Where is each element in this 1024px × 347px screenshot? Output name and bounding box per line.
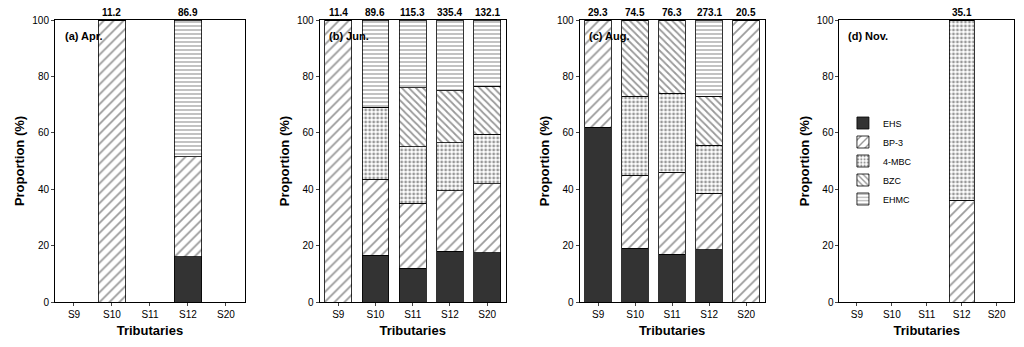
svg-text:100: 100 xyxy=(817,15,834,26)
svg-text:80: 80 xyxy=(38,71,50,82)
svg-text:S12: S12 xyxy=(953,309,971,320)
svg-text:29.3: 29.3 xyxy=(588,7,608,18)
svg-text:40: 40 xyxy=(38,184,50,195)
svg-text:115.3: 115.3 xyxy=(400,7,425,18)
svg-text:0: 0 xyxy=(828,297,834,308)
svg-text:EHMC: EHMC xyxy=(883,195,910,205)
svg-text:S9: S9 xyxy=(851,309,864,320)
svg-text:40: 40 xyxy=(303,184,315,195)
svg-text:S20: S20 xyxy=(478,309,496,320)
svg-text:Tributaries: Tributaries xyxy=(639,323,705,338)
svg-text:S12: S12 xyxy=(700,309,718,320)
svg-text:(c) Aug.: (c) Aug. xyxy=(589,30,630,42)
svg-text:35.1: 35.1 xyxy=(952,7,972,18)
svg-text:S12: S12 xyxy=(179,309,197,320)
svg-text:132.1: 132.1 xyxy=(475,7,500,18)
svg-text:S11: S11 xyxy=(664,309,681,320)
svg-text:40: 40 xyxy=(562,184,574,195)
svg-text:20.5: 20.5 xyxy=(736,7,756,18)
svg-text:S10: S10 xyxy=(367,309,385,320)
svg-text:60: 60 xyxy=(822,127,834,138)
svg-text:100: 100 xyxy=(557,15,574,26)
svg-text:Tributaries: Tributaries xyxy=(379,323,445,338)
svg-text:(a) Apr.: (a) Apr. xyxy=(65,30,103,42)
svg-text:(b) Jun.: (b) Jun. xyxy=(329,30,369,42)
svg-text:20: 20 xyxy=(822,240,834,251)
svg-text:Proportion (%): Proportion (%) xyxy=(797,116,812,206)
svg-text:S9: S9 xyxy=(592,309,605,320)
svg-text:60: 60 xyxy=(562,127,574,138)
svg-text:BP-3: BP-3 xyxy=(883,138,903,148)
svg-text:0: 0 xyxy=(568,297,574,308)
svg-text:4-MBC: 4-MBC xyxy=(883,157,912,167)
svg-text:S11: S11 xyxy=(141,309,158,320)
svg-text:Proportion (%): Proportion (%) xyxy=(12,116,27,206)
svg-text:20: 20 xyxy=(562,240,574,251)
svg-text:S9: S9 xyxy=(332,309,345,320)
svg-text:0: 0 xyxy=(308,297,314,308)
svg-text:335.4: 335.4 xyxy=(437,7,462,18)
svg-text:EHS: EHS xyxy=(883,119,902,129)
svg-text:11.2: 11.2 xyxy=(102,7,121,18)
svg-text:S10: S10 xyxy=(883,309,901,320)
svg-text:S10: S10 xyxy=(103,309,121,320)
svg-text:Proportion (%): Proportion (%) xyxy=(277,116,292,206)
svg-text:40: 40 xyxy=(822,184,834,195)
svg-text:S12: S12 xyxy=(441,309,459,320)
svg-text:S11: S11 xyxy=(918,309,935,320)
svg-text:20: 20 xyxy=(303,240,315,251)
svg-text:60: 60 xyxy=(303,127,315,138)
svg-text:273.1: 273.1 xyxy=(697,7,722,18)
svg-text:86.9: 86.9 xyxy=(178,7,198,18)
svg-text:(d) Nov.: (d) Nov. xyxy=(848,30,888,42)
svg-text:80: 80 xyxy=(822,71,834,82)
svg-text:80: 80 xyxy=(303,71,315,82)
svg-text:11.4: 11.4 xyxy=(329,7,348,18)
svg-text:S20: S20 xyxy=(217,309,235,320)
svg-text:76.3: 76.3 xyxy=(662,7,682,18)
svg-text:S9: S9 xyxy=(68,309,81,320)
svg-text:74.5: 74.5 xyxy=(625,7,645,18)
svg-text:0: 0 xyxy=(43,297,49,308)
svg-text:S11: S11 xyxy=(404,309,421,320)
svg-text:Tributaries: Tributaries xyxy=(893,323,959,338)
svg-text:89.6: 89.6 xyxy=(365,7,385,18)
svg-text:80: 80 xyxy=(562,71,574,82)
svg-text:60: 60 xyxy=(38,127,50,138)
svg-text:Tributaries: Tributaries xyxy=(117,323,183,338)
svg-text:20: 20 xyxy=(38,240,50,251)
svg-text:BZC: BZC xyxy=(883,176,902,186)
svg-text:S10: S10 xyxy=(626,309,644,320)
svg-text:100: 100 xyxy=(297,15,314,26)
svg-text:100: 100 xyxy=(32,15,49,26)
svg-text:Proportion (%): Proportion (%) xyxy=(537,116,552,206)
svg-text:S20: S20 xyxy=(988,309,1006,320)
svg-text:S20: S20 xyxy=(737,309,755,320)
